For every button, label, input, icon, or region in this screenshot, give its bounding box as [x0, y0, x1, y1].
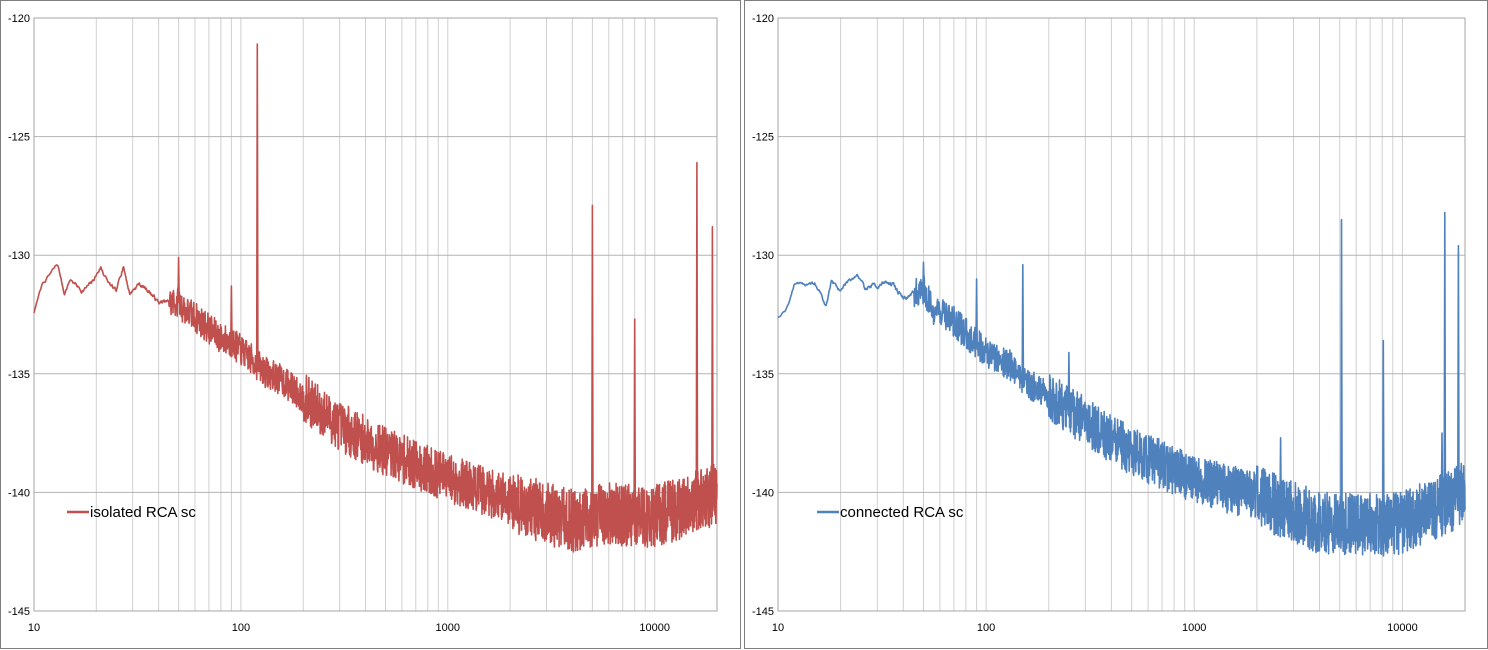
x-tick-label: 100	[232, 622, 250, 634]
y-tick-label: -125	[752, 132, 774, 144]
x-tick-label: 100	[977, 622, 995, 634]
chart-panel-connected: -120 -125 -130 -135 -140 -145 10 100 1000 10000 co…	[744, 0, 1488, 649]
chart-svg-connected: -120 -125 -130 -135 -140 -145 10 100 1000 10000 co…	[752, 13, 1466, 634]
y-tick-label: -125	[8, 132, 30, 144]
y-tick-label: -140	[8, 487, 30, 499]
x-tick-label: 10000	[1387, 622, 1418, 634]
chart-panel-isolated: -120 -125 -130 -135 -140 -145 10 100 1000 10000 is…	[0, 0, 741, 649]
legend-label: isolated RCA sc	[90, 504, 196, 521]
plot-area-border	[777, 17, 1466, 612]
y-tick-label: -135	[8, 369, 30, 381]
y-tick-label: -140	[752, 487, 774, 499]
y-tick-label: -120	[8, 13, 30, 25]
plot-area-border	[33, 17, 718, 612]
series-line	[33, 43, 718, 553]
x-tick-label: 10000	[639, 622, 670, 634]
x-tick-label: 1000	[436, 622, 460, 634]
x-tick-label: 1000	[1182, 622, 1206, 634]
y-tick-label: -120	[752, 13, 774, 25]
y-tick-label: -145	[8, 606, 30, 618]
legend: connected RCA sc	[817, 504, 964, 521]
y-tick-label: -145	[752, 606, 774, 618]
x-tick-label: 10	[28, 622, 40, 634]
y-tick-label: -130	[752, 250, 774, 262]
y-tick-label: -135	[752, 369, 774, 381]
series-line	[777, 211, 1466, 557]
chart-svg-isolated: -120 -125 -130 -135 -140 -145 10 100 1000 10000 is…	[8, 13, 718, 634]
x-tick-label: 10	[772, 622, 784, 634]
legend: isolated RCA sc	[67, 504, 196, 521]
legend-label: connected RCA sc	[840, 504, 964, 521]
y-tick-label: -130	[8, 250, 30, 262]
